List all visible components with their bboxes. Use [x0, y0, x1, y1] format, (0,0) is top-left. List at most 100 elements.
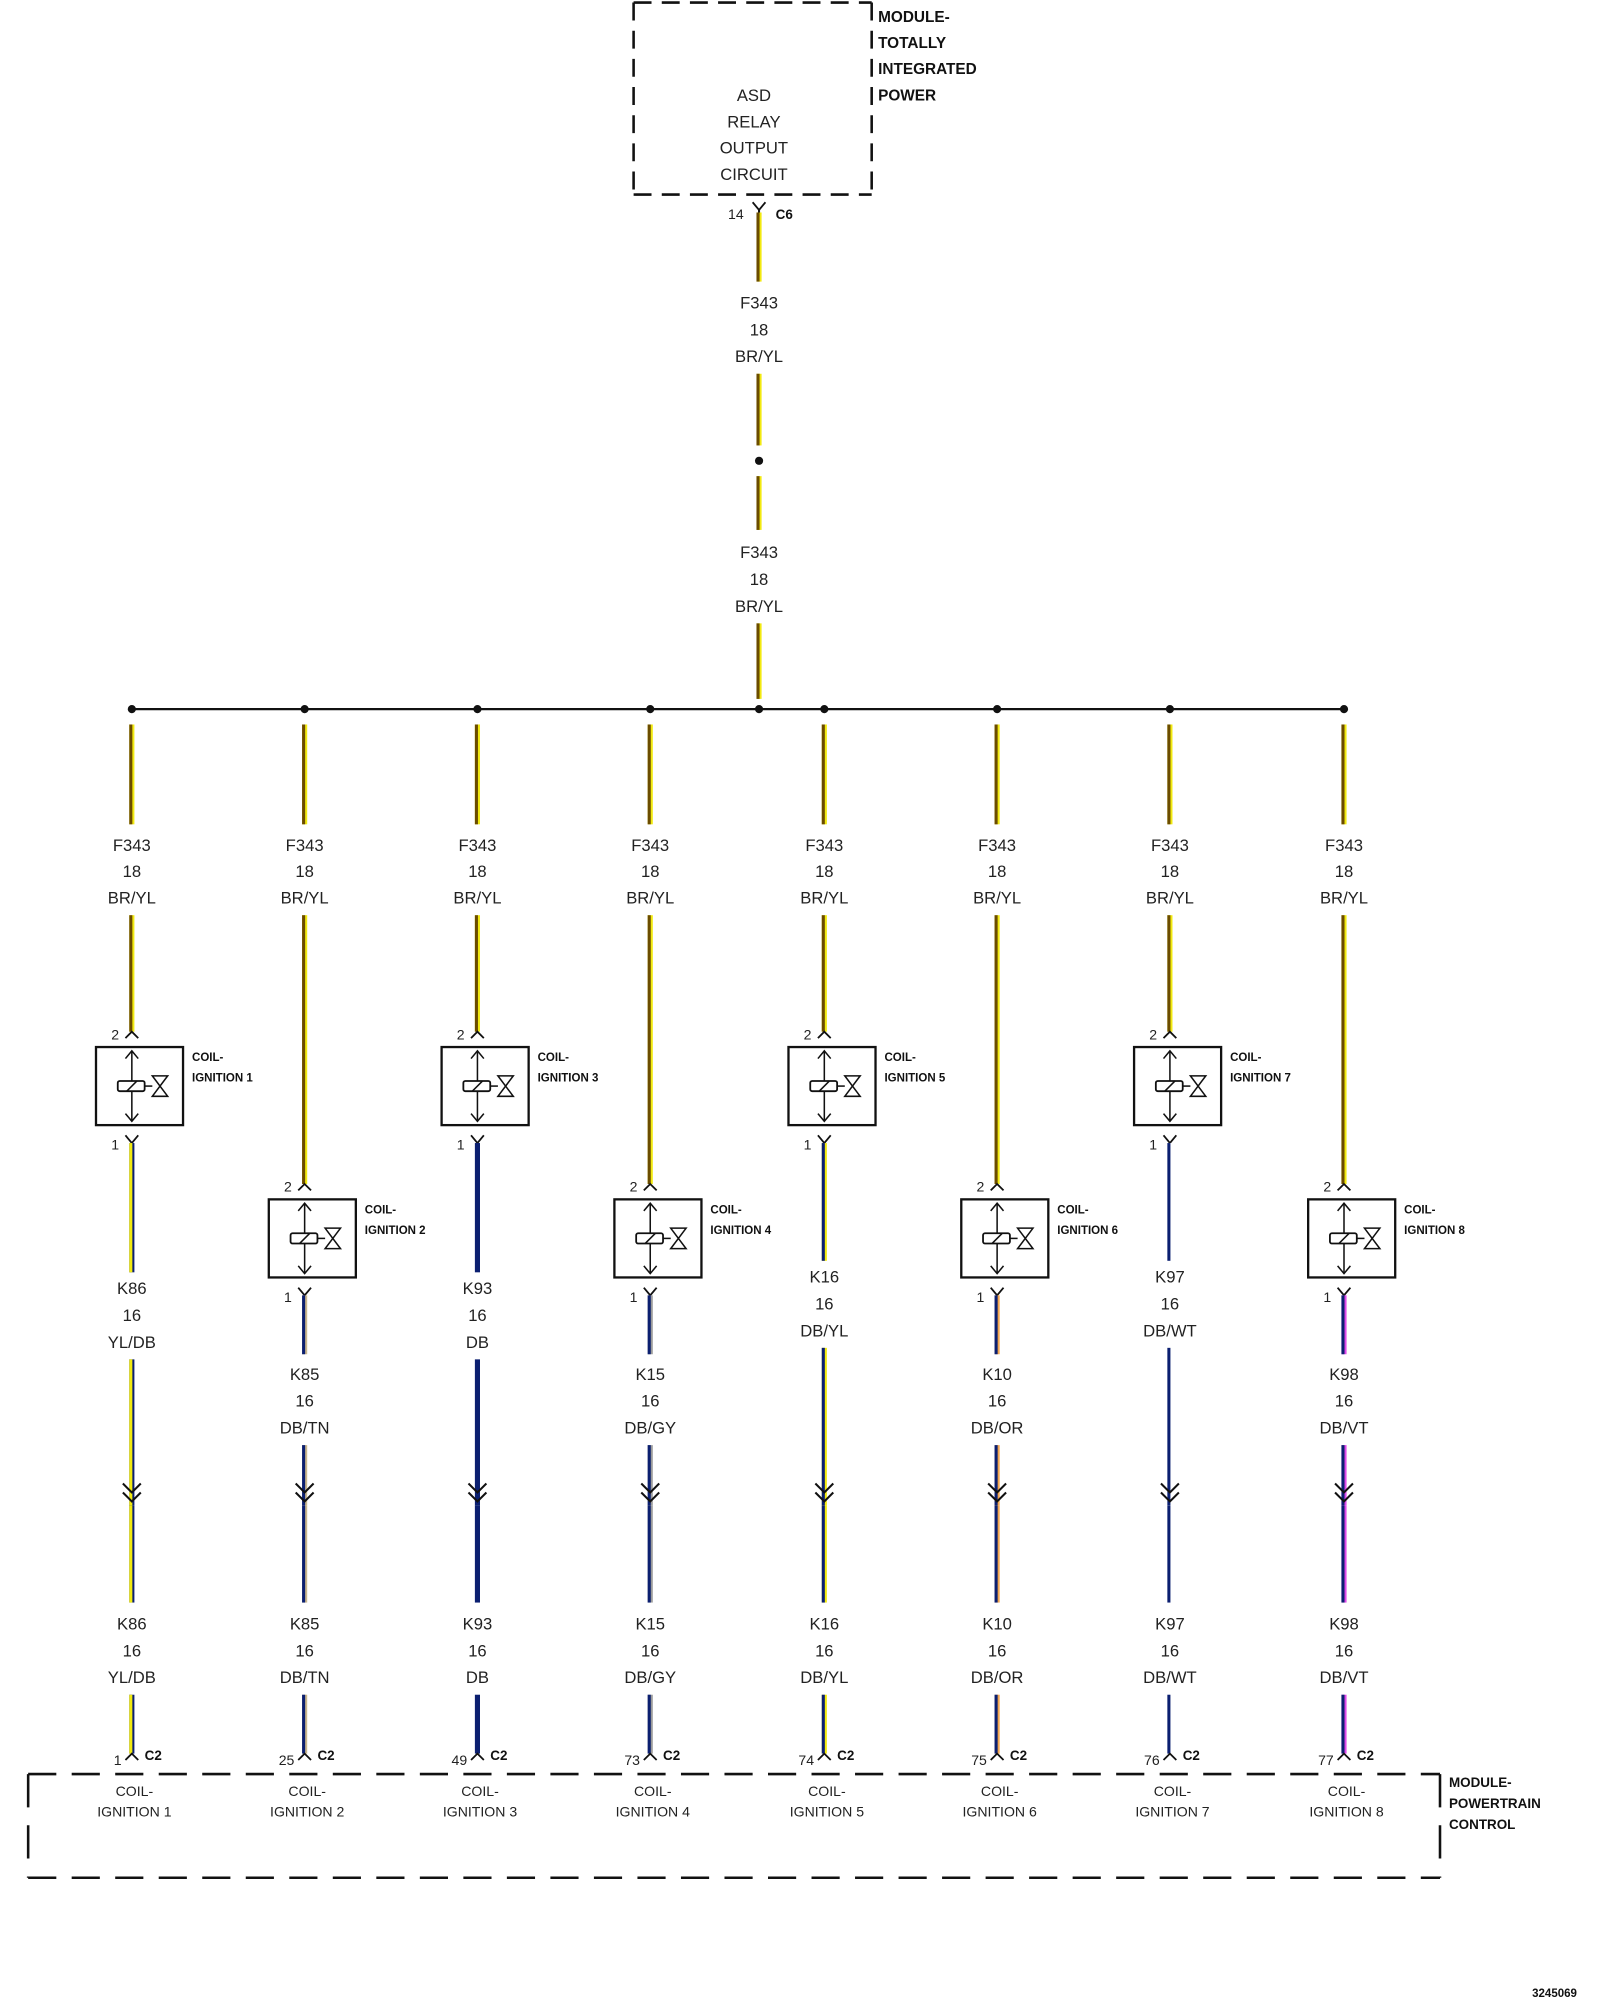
pcm-pin-connector-icon — [1162, 1752, 1177, 1761]
wire-base — [647, 1295, 651, 1355]
inline-connector-icon — [294, 1482, 315, 1494]
wire-code-label: F343 — [631, 836, 669, 855]
wire-f343-branch — [821, 724, 827, 825]
wire-code-label: K10 — [982, 1614, 1012, 1633]
pcm-pin-connector-icon — [124, 1752, 139, 1761]
coil-pin-2-label: 2 — [976, 1179, 984, 1195]
wire-code-label: F343 — [1151, 836, 1189, 855]
wire-f343-branch — [994, 724, 1000, 825]
inline-connector-icon — [814, 1491, 835, 1503]
coil-winding-slash — [471, 1080, 484, 1092]
coil-pin-1-label: 1 — [976, 1289, 984, 1305]
coil-name-label: COIL- — [1057, 1204, 1089, 1216]
arrow-down-icon — [643, 1265, 658, 1275]
coil-winding-slash — [1164, 1080, 1176, 1092]
wire-output-mid — [647, 1445, 653, 1506]
coil-pin-1-connector-icon — [817, 1134, 832, 1145]
wire-f343-branch — [1167, 915, 1173, 1032]
wire-output-lower — [994, 1505, 1000, 1603]
coil-name-label: COIL- — [538, 1052, 570, 1064]
wire-output-mid — [1341, 1445, 1347, 1506]
inline-connector-icon — [1334, 1491, 1354, 1503]
wire-base — [756, 476, 760, 530]
coil-pin-2-label: 2 — [804, 1026, 812, 1042]
wire-base — [1167, 1694, 1171, 1754]
wire-base — [1341, 1295, 1345, 1355]
wire-gauge-label: 18 — [815, 862, 834, 881]
connector-c2-label: C2 — [1183, 1748, 1200, 1763]
wire-base — [647, 1505, 651, 1603]
coil-pin-1-label: 1 — [111, 1136, 119, 1152]
arrow-down-icon — [1162, 1113, 1177, 1123]
wire-color-label: BR/YL — [108, 889, 156, 908]
wire-f343-branch — [302, 724, 308, 825]
module-pcm-name: POWERTRAIN — [1449, 1796, 1541, 1811]
coil-pin-2-label: 2 — [457, 1026, 465, 1042]
wire-color-label: DB — [466, 1333, 489, 1352]
wire-gauge-label: 18 — [750, 570, 769, 589]
wire-output-lower — [821, 1694, 827, 1754]
spark-gap-icon — [1188, 1075, 1208, 1098]
wire-base — [994, 915, 998, 1184]
coil-pin-2-connector-icon — [817, 1030, 832, 1039]
wire-color-label: DB/GY — [624, 1668, 676, 1687]
pcm-pin-label: 73 — [624, 1752, 640, 1768]
spark-gap-icon — [150, 1075, 170, 1098]
connector-c2-label: C2 — [1357, 1748, 1374, 1763]
wire-output-mid — [129, 1359, 135, 1506]
wire-gauge-label: 16 — [988, 1392, 1007, 1411]
coil-pin-1-connector-icon — [470, 1134, 485, 1145]
ignition-coil-3 — [440, 1045, 530, 1127]
coil-pin-2-label: 2 — [630, 1179, 638, 1195]
wire-code-label: K86 — [117, 1614, 147, 1633]
pcm-circuit-label: COIL- — [1154, 1783, 1192, 1799]
arrow-down-icon — [1337, 1265, 1351, 1275]
connector-c2-label: C2 — [663, 1748, 680, 1763]
arrow-up-icon — [990, 1202, 1005, 1212]
wire-segment — [474, 1143, 480, 1273]
asd-relay-circuit-label: ASD — [737, 86, 771, 105]
wire-base — [821, 724, 825, 825]
ignition-coil-7 — [1132, 1045, 1223, 1127]
wire-base — [1341, 915, 1345, 1184]
inline-connector-icon — [467, 1491, 488, 1503]
coil-pin-1-connector-icon — [1336, 1287, 1352, 1297]
connector-c6-pin-icon — [751, 201, 767, 212]
wire-base — [1167, 1505, 1171, 1603]
wire-output-lower — [1167, 1694, 1173, 1754]
wire-f343-branch — [647, 915, 653, 1184]
coil-pin-1-label: 1 — [1149, 1136, 1157, 1152]
spark-gap-icon — [1362, 1227, 1382, 1250]
connector-c6-label: C6 — [776, 207, 793, 222]
pcm-pin-label: 75 — [971, 1752, 987, 1768]
wire-base — [994, 1505, 998, 1603]
coil-name-label: IGNITION 1 — [192, 1073, 253, 1085]
pcm-circuit-label: COIL- — [634, 1783, 672, 1799]
coil-pin-2-connector-icon — [990, 1182, 1005, 1192]
wire-code-label: K98 — [1329, 1365, 1359, 1384]
wire-gauge-label: 18 — [641, 862, 660, 881]
wire-output-lower — [302, 1505, 308, 1603]
wire-gauge-label: 16 — [295, 1641, 314, 1660]
wire-color-label: BR/YL — [453, 889, 501, 908]
coil-name-label: IGNITION 7 — [1230, 1073, 1291, 1085]
wire-base — [302, 915, 306, 1184]
wire-color-label: BR/YL — [973, 889, 1021, 908]
wire-base — [1167, 1347, 1171, 1506]
inline-connector-icon — [1334, 1482, 1354, 1494]
ignition-coil-8 — [1307, 1198, 1397, 1279]
wire-color-label: YL/DB — [108, 1668, 156, 1687]
wire-f343-branch — [1341, 915, 1347, 1184]
wire-code-label: K97 — [1155, 1268, 1185, 1287]
wire-base — [302, 1295, 306, 1355]
arrow-up-icon — [643, 1202, 658, 1212]
coil-name-label: COIL- — [192, 1052, 224, 1064]
wire-f343-branch — [474, 724, 480, 825]
wire-gauge-label: 16 — [468, 1306, 487, 1325]
pcm-pin-label: 25 — [279, 1752, 295, 1768]
wire-output-lower — [474, 1694, 480, 1754]
wire-code-label: F343 — [978, 836, 1016, 855]
wire-f343-branch — [1167, 724, 1173, 825]
arrow-down-icon — [470, 1113, 485, 1123]
coil-pin-2-label: 2 — [111, 1026, 119, 1042]
